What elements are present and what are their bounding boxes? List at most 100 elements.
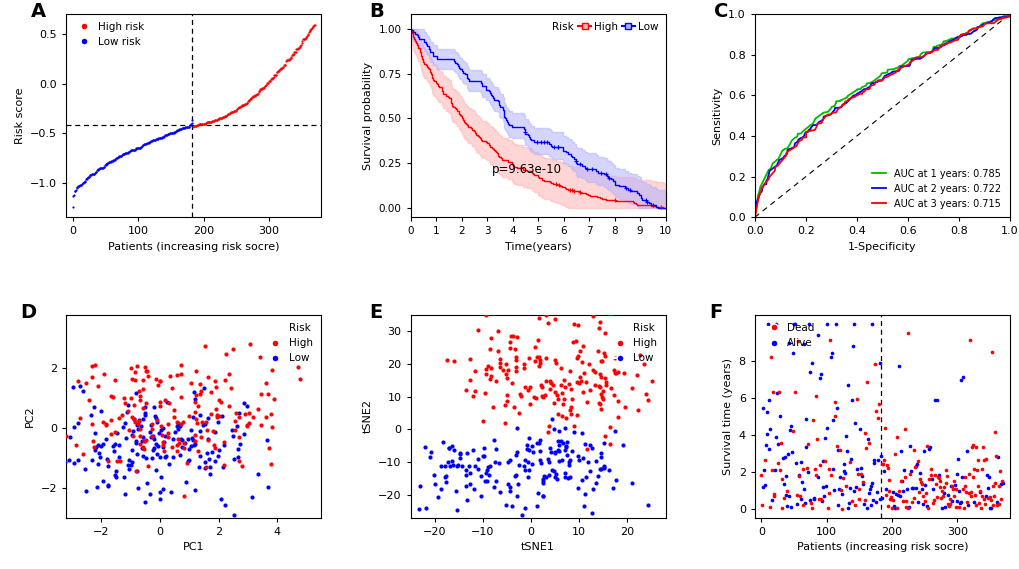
Point	[470, 326, 486, 335]
Point	[138, 398, 154, 407]
Point	[240, 419, 257, 428]
Point	[451, 448, 468, 457]
Point	[129, 419, 146, 428]
AUC at 1 years: 0.785: (0.366, 0.598): 0.785: (0.366, 0.598)	[841, 92, 853, 99]
Point	[883, 496, 900, 505]
Point	[498, 373, 515, 382]
Point	[153, 472, 169, 481]
Point	[61, 456, 77, 465]
Point	[155, 438, 171, 447]
Point	[181, 122, 198, 131]
Point	[245, 92, 261, 101]
Point	[298, 32, 314, 41]
Point	[758, 407, 774, 417]
Point	[173, 360, 190, 369]
Point	[801, 367, 817, 376]
Point	[903, 497, 919, 506]
Point	[120, 455, 137, 464]
Point	[975, 455, 991, 464]
Point	[90, 165, 106, 174]
Point	[189, 121, 205, 130]
Point	[434, 437, 450, 446]
Point	[592, 453, 608, 462]
Point	[215, 438, 231, 447]
Point	[944, 481, 960, 490]
Point	[224, 107, 240, 116]
Point	[270, 67, 286, 76]
Point	[168, 127, 184, 136]
Point	[921, 464, 937, 473]
Point	[143, 137, 159, 146]
Point	[590, 399, 606, 408]
Point	[298, 34, 314, 43]
Point	[499, 366, 516, 375]
Point	[119, 401, 136, 410]
Point	[532, 380, 548, 389]
Point	[842, 455, 858, 464]
Point	[200, 435, 216, 444]
Point	[888, 504, 904, 513]
Point	[69, 376, 86, 385]
Point	[169, 434, 185, 443]
Point	[129, 467, 146, 476]
Point	[148, 374, 164, 384]
Point	[467, 461, 483, 471]
Point	[550, 456, 567, 465]
Point	[607, 369, 624, 378]
Point	[875, 467, 892, 476]
Point	[151, 428, 167, 438]
Point	[603, 308, 620, 317]
Point	[942, 481, 958, 490]
Point	[117, 419, 133, 428]
Point	[98, 160, 114, 169]
Point	[146, 434, 162, 443]
Point	[544, 380, 560, 389]
Point	[244, 492, 260, 501]
Point	[876, 484, 893, 493]
Point	[267, 71, 283, 80]
Point	[458, 481, 474, 490]
Point	[524, 442, 540, 451]
Point	[100, 462, 116, 471]
Point	[173, 369, 190, 378]
Point	[137, 140, 153, 149]
Point	[624, 384, 640, 393]
Point	[538, 353, 554, 362]
Point	[139, 478, 155, 487]
Point	[274, 63, 290, 72]
AUC at 2 years: 0.722: (0.697, 0.82): 0.722: (0.697, 0.82)	[925, 47, 937, 54]
Point	[243, 94, 259, 103]
Point	[490, 458, 506, 467]
Point	[506, 472, 523, 481]
Point	[297, 34, 313, 43]
Point	[478, 465, 494, 475]
Point	[271, 65, 287, 74]
X-axis label: 1-Specificity: 1-Specificity	[847, 242, 916, 252]
Point	[568, 354, 584, 363]
Point	[268, 67, 284, 76]
Point	[116, 149, 132, 158]
Point	[767, 319, 784, 328]
Point	[637, 390, 653, 399]
Point	[558, 438, 575, 447]
Point	[521, 353, 537, 362]
Point	[987, 501, 1004, 510]
Point	[105, 393, 121, 402]
Point	[289, 362, 306, 372]
Point	[101, 157, 117, 166]
Point	[886, 503, 902, 512]
Point	[91, 448, 107, 457]
Point	[813, 496, 829, 505]
Point	[847, 501, 863, 510]
Point	[501, 456, 518, 465]
Point	[199, 118, 215, 127]
Point	[227, 106, 244, 116]
Point	[139, 139, 155, 148]
Point	[163, 443, 179, 452]
Point	[132, 392, 149, 401]
Point	[763, 496, 780, 505]
Point	[911, 475, 927, 484]
Point	[166, 412, 182, 421]
Point	[497, 501, 514, 510]
Point	[152, 134, 168, 143]
